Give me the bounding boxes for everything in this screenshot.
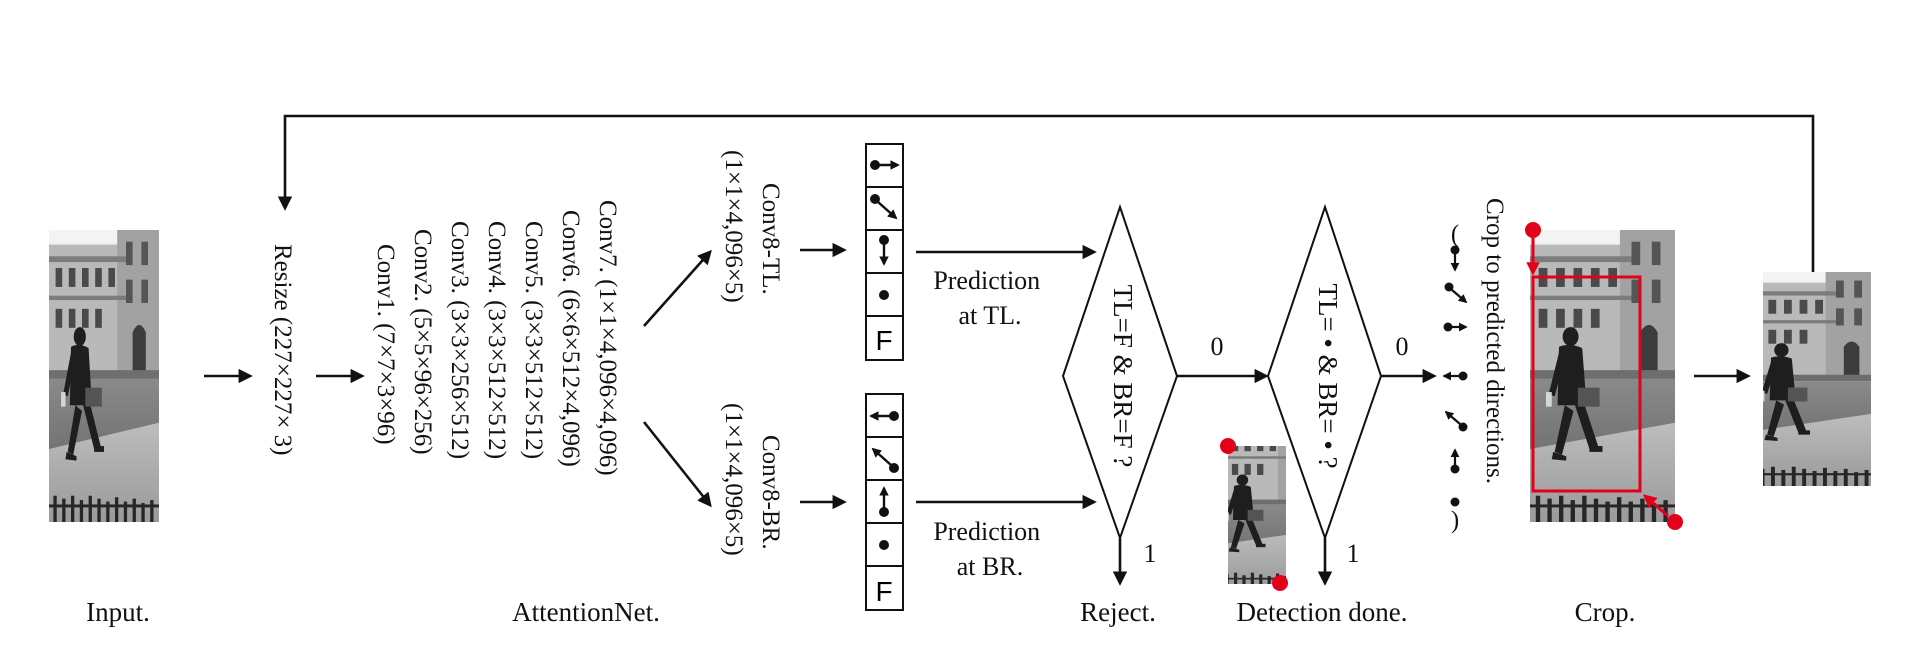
conv-layer-label: Conv7. (1×1×4,096×4,096)	[594, 200, 621, 476]
dot-icon	[1450, 497, 1460, 507]
reject-caption: Reject.	[1080, 597, 1156, 627]
conv-layer-label: Conv2. (5×5×96×256)	[409, 229, 436, 455]
down-right-arrow-icon	[1444, 282, 1468, 304]
conv8-tl-head: Conv8-TL. (1×1×4,096×5)	[720, 150, 784, 303]
reject-condition: TL=F & BR=F ?	[1108, 285, 1138, 468]
edge-label-zero: 0	[1211, 332, 1224, 361]
up-arrow-icon	[1450, 448, 1460, 474]
dot-icon	[879, 540, 889, 550]
attentionnet-caption: AttentionNet.	[512, 597, 660, 627]
down-right-arrow-icon	[870, 194, 898, 220]
output-image	[1763, 272, 1871, 486]
resize-label: Resize (227×227× 3)	[269, 244, 296, 456]
br-output-stack: F	[865, 393, 904, 611]
down-arrow-icon	[1450, 245, 1460, 272]
prediction-tl-label: Prediction at TL.	[933, 266, 1046, 330]
conv-layer-label: Conv3. (3×3×256×512)	[446, 221, 473, 459]
detection-done-caption: Detection done.	[1237, 597, 1408, 627]
edge-label-one: 1	[1347, 539, 1360, 568]
input-image	[49, 230, 159, 522]
open-paren: (	[1451, 221, 1459, 248]
conv8-br-name: Conv8-BR.	[757, 435, 784, 550]
dot-icon	[879, 290, 889, 300]
false-label: F	[875, 576, 892, 607]
tl-output-stack: F	[865, 143, 904, 361]
up-left-arrow-icon	[871, 447, 899, 473]
conv8-br-dims: (1×1×4,096×5)	[720, 403, 747, 556]
reject-decision-diamond	[1061, 203, 1179, 542]
conv-layer-label: Conv5. (3×3×512×512)	[520, 221, 547, 459]
done-decision-diamond	[1266, 203, 1383, 542]
conv8-tl-name: Conv8-TL.	[757, 183, 784, 295]
done-condition: TL= • & BR= • ?	[1313, 283, 1343, 468]
crop-title: Crop to predicted directions.	[1481, 198, 1508, 484]
prediction-br-label: Prediction at BR.	[933, 517, 1046, 581]
right-arrow-icon	[1443, 322, 1468, 332]
crop-region-overlay	[1525, 222, 1683, 530]
conv-layer-stack: Conv7. (1×1×4,096×4,096) Conv6. (6×6×512…	[372, 200, 621, 476]
input-caption: Input.	[86, 597, 150, 627]
edge-label-zero: 0	[1396, 332, 1409, 361]
conv8-tl-dims: (1×1×4,096×5)	[720, 150, 747, 303]
conv-layer-label: Conv1. (7×7×3×96)	[372, 244, 399, 445]
cropped-photo	[1530, 230, 1675, 522]
crop-direction-column: ( )	[1442, 221, 1468, 534]
false-label: F	[875, 325, 892, 356]
conv-layer-label: Conv4. (3×3×512×512)	[483, 221, 510, 459]
conv-layer-label: Conv6. (6×6×512×4,096)	[557, 210, 584, 467]
left-arrow-icon	[1442, 371, 1468, 381]
conv8-br-head: Conv8-BR. (1×1×4,096×5)	[720, 403, 784, 556]
close-paren: )	[1451, 507, 1459, 534]
feedback-loop-arrow	[277, 114, 1815, 272]
flow-arrows	[204, 242, 1751, 586]
crop-caption: Crop.	[1575, 597, 1636, 627]
down-arrow-icon	[879, 235, 889, 266]
bottom-right-corner-marker	[1667, 514, 1683, 530]
up-left-arrow-icon	[1444, 410, 1468, 432]
edge-label-one: 1	[1144, 539, 1157, 568]
right-arrow-icon	[870, 160, 900, 170]
top-left-corner-marker	[1525, 222, 1541, 238]
up-arrow-icon	[879, 486, 889, 517]
top-left-corner-marker	[1220, 438, 1236, 454]
bottom-right-corner-marker	[1272, 575, 1288, 591]
left-arrow-icon	[869, 411, 899, 421]
